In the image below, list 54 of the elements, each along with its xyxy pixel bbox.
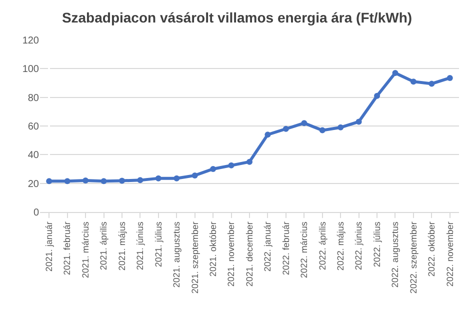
x-tick-label: 2022. június (354, 221, 364, 270)
point (356, 118, 362, 125)
point (446, 74, 453, 81)
x-tick-label: 2021. május (116, 221, 127, 271)
x-tick-label: 2022. május (336, 221, 346, 271)
chart-title: Szabadpiacon vásárolt villamos energia ára (Ft/kWh) (62, 10, 412, 26)
y-tick-label: 0 (33, 208, 40, 218)
x-tick-label: 2021. június (135, 221, 146, 270)
point (192, 172, 198, 178)
x-tick-label: 2021. július (153, 221, 164, 268)
x-tick-label: 2021. november (226, 222, 236, 287)
x-tick-label: 2021. január (44, 222, 54, 272)
x-tick-label: 2021. augusztus (172, 221, 182, 288)
y-tick-label: 100 (22, 64, 40, 76)
point (282, 126, 289, 132)
y-tick-label: 120 (22, 36, 40, 46)
point (228, 162, 234, 168)
x-tick-label: 2021. április (98, 221, 109, 270)
x-tick-label: 2022. szeptember (408, 222, 418, 294)
x-tick-label: 2022. november (444, 222, 455, 287)
point (410, 78, 416, 85)
x-tick-label: 2022. április (317, 221, 328, 270)
x-tick-label: 2021. március (80, 221, 90, 278)
y-tick-label: 20 (28, 178, 40, 190)
point (46, 178, 52, 184)
point (118, 178, 125, 184)
point (264, 132, 271, 138)
point (338, 124, 344, 130)
point (155, 175, 162, 182)
y-tick-label: 40 (28, 150, 40, 162)
point (174, 175, 180, 182)
x-tick-label: 2021. szeptember (190, 222, 200, 294)
y-tick-label: 60 (28, 122, 40, 132)
point (64, 178, 70, 184)
x-tick-label: 2022. augusztus (390, 221, 400, 288)
x-tick-label: 2022. január (262, 222, 273, 272)
y-tick-label: 80 (28, 92, 40, 104)
x-tick-label: 2022. október (426, 222, 437, 277)
point (428, 80, 435, 87)
x-tick-label: 2022. március (299, 221, 310, 278)
point (210, 166, 216, 172)
point (392, 70, 398, 76)
x-tick-label: 2021. december (244, 222, 254, 287)
x-tick-label: 2022. február (280, 222, 291, 276)
x-tick-label: 2021. február (62, 222, 72, 276)
point (100, 178, 107, 184)
point (319, 127, 326, 134)
point (246, 158, 252, 165)
x-tick-label: 2021. október (208, 222, 218, 277)
point (137, 177, 144, 184)
point (82, 177, 89, 184)
x-tick-label: 2022. július (372, 221, 382, 268)
point (374, 92, 380, 99)
point (301, 120, 308, 126)
